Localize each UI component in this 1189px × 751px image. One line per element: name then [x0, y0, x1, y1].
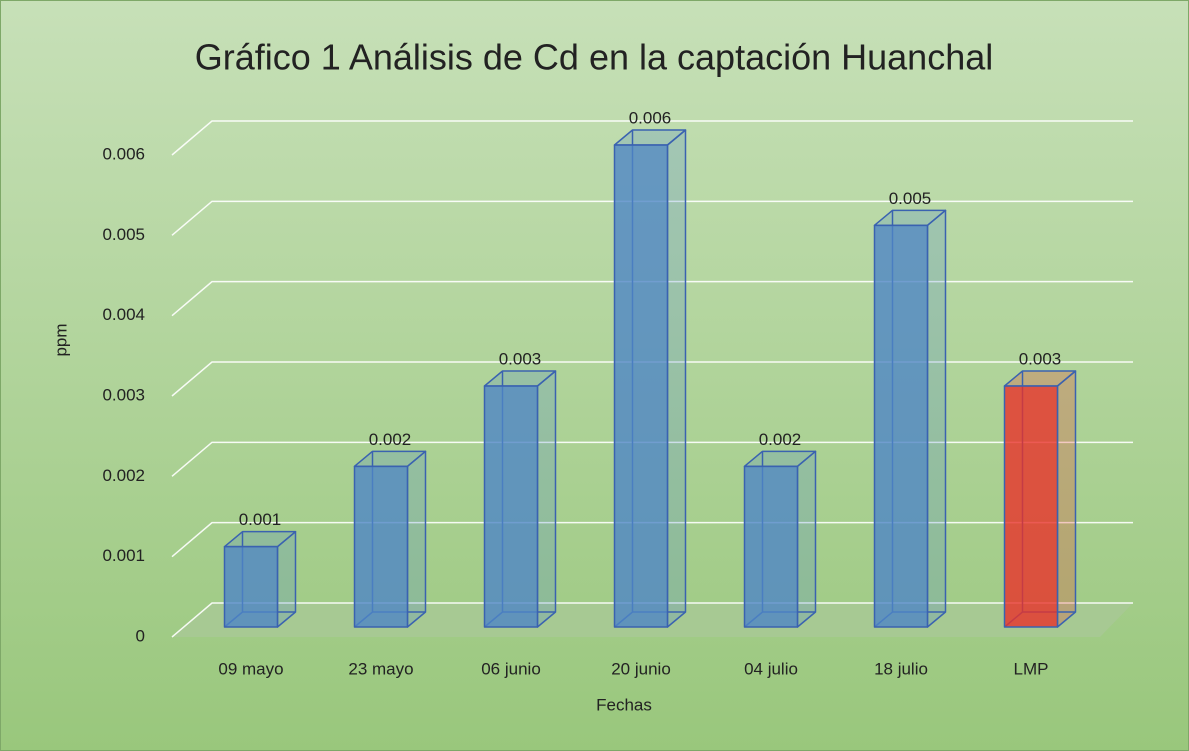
grid-line — [171, 521, 1133, 558]
data-label: 0.005 — [889, 189, 932, 208]
bar-side — [1056, 370, 1077, 628]
y-tick-label: 0.001 — [102, 546, 145, 565]
bar-side — [406, 450, 427, 628]
x-tick-label: 23 mayo — [348, 659, 413, 678]
y-tick-label: 0.005 — [102, 225, 145, 244]
y-tick-label: 0.006 — [102, 144, 145, 163]
bar-side — [666, 129, 687, 628]
y-tick-label: 0.002 — [102, 466, 145, 485]
y-tick-label: 0.003 — [102, 385, 145, 404]
y-tick-label: 0 — [136, 626, 145, 645]
x-tick-label: LMP — [1014, 659, 1049, 678]
y-tick-label: 0.004 — [102, 305, 145, 324]
grid-line — [171, 120, 1133, 156]
grid-line — [171, 441, 1133, 477]
x-tick-label: 09 mayo — [218, 659, 283, 678]
bar — [613, 144, 669, 628]
data-label: 0.002 — [759, 430, 802, 449]
x-tick-label: 18 julio — [874, 659, 928, 678]
grid-line — [171, 602, 1133, 638]
y-axis-label: ppm — [51, 323, 70, 356]
data-label: 0.002 — [369, 430, 412, 449]
x-tick-label: 04 julio — [744, 659, 798, 678]
bar-side — [796, 450, 817, 628]
x-axis-label: Fechas — [596, 695, 652, 714]
x-tick-label: 20 junio — [611, 659, 671, 678]
data-label: 0.003 — [1019, 349, 1062, 368]
grid-line — [171, 361, 1133, 397]
data-label: 0.003 — [499, 349, 542, 368]
bar-side — [926, 209, 947, 628]
bar-side — [536, 370, 557, 628]
bar — [483, 385, 539, 628]
data-label: 0.001 — [239, 510, 282, 529]
bar — [873, 224, 929, 628]
grid-line — [171, 200, 1133, 236]
bar — [223, 545, 279, 628]
grid-line — [171, 280, 1133, 317]
x-tick-label: 06 junio — [481, 659, 541, 678]
chart-title: Gráfico 1 Análisis de Cd en la captación… — [195, 37, 993, 78]
bar — [743, 465, 799, 628]
bar — [353, 465, 409, 628]
bar — [1003, 385, 1059, 628]
data-label: 0.006 — [629, 108, 672, 127]
